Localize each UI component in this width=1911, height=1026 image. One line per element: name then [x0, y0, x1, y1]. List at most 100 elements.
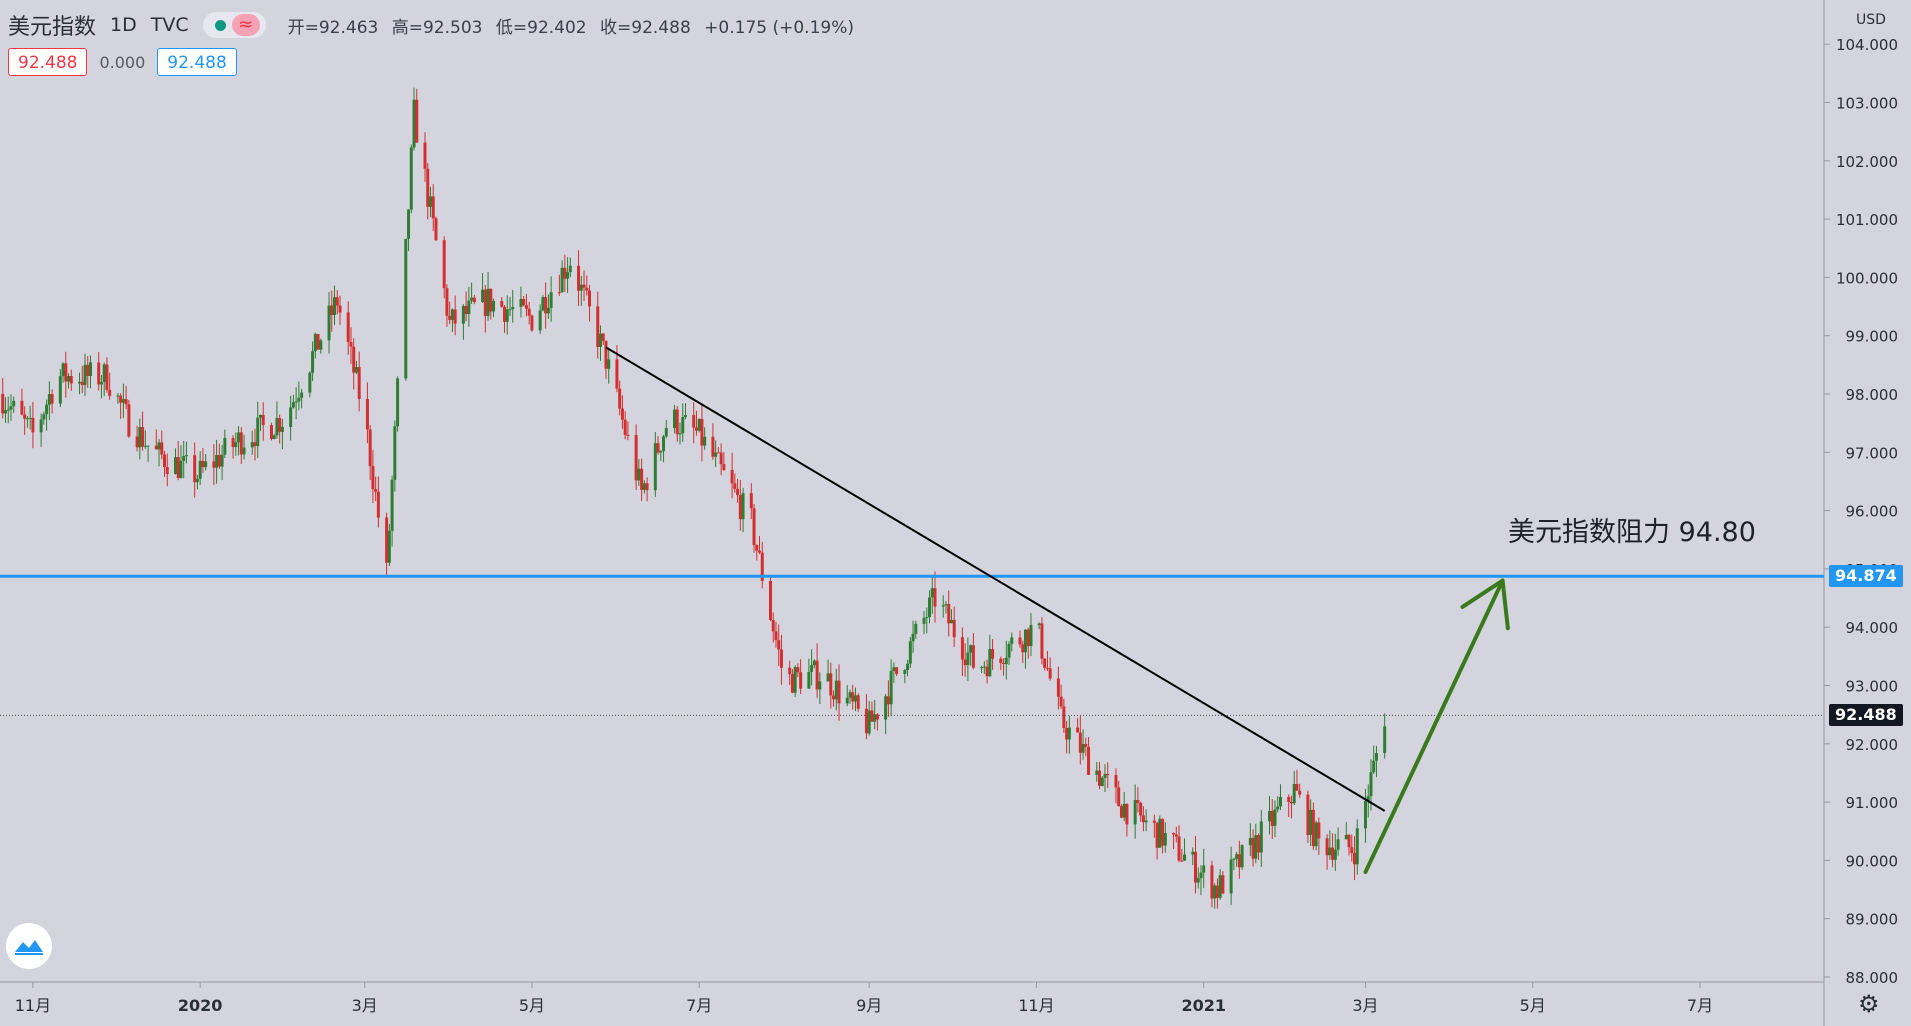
candle-body: [23, 414, 27, 419]
candle-body: [272, 435, 276, 440]
candle-body: [1259, 821, 1263, 853]
candle-body: [1144, 820, 1148, 823]
candle-body: [176, 457, 180, 478]
candle-body: [1172, 833, 1176, 835]
candle-body: [371, 466, 375, 490]
candle-body: [596, 306, 600, 347]
candle-body: [1363, 800, 1367, 829]
candle-body: [1152, 820, 1156, 823]
candle-body: [9, 406, 13, 410]
candle-body: [999, 658, 1003, 664]
trade-panel: 92.488 0.000 92.488: [8, 48, 237, 76]
candle-body: [119, 395, 123, 403]
candle-body: [577, 265, 581, 291]
candle-body: [1257, 835, 1261, 853]
currency-label[interactable]: USD: [1856, 12, 1886, 28]
candle-body: [352, 346, 356, 373]
candle-body: [1087, 746, 1091, 775]
candle-body: [837, 680, 841, 704]
candle-body: [242, 447, 246, 455]
price-tick-label: 98.000: [1846, 386, 1899, 404]
candle-body: [31, 417, 35, 433]
candle-body: [1021, 644, 1025, 653]
status-pill[interactable]: ≈: [202, 12, 266, 38]
candle-body: [807, 671, 811, 689]
candle-body: [664, 427, 668, 437]
candle-body: [25, 418, 29, 420]
candle-body: [1325, 838, 1329, 856]
candle-body: [892, 667, 896, 672]
candle-body: [376, 491, 380, 518]
candle-body: [741, 493, 745, 520]
symbol-legend: 美元指数 1D TVC ≈ 开=92.463 高=92.503 低=92.402…: [8, 10, 862, 40]
candle-body: [659, 451, 663, 453]
candle-body: [6, 409, 10, 411]
resistance-annotation[interactable]: 美元指数阻力 94.80: [1508, 517, 1756, 548]
candle-body: [1191, 851, 1195, 855]
interval-label[interactable]: 1D: [110, 14, 137, 36]
candle-body: [50, 394, 54, 404]
resistance-price-label: 94.874: [1829, 565, 1903, 588]
candle-body: [530, 315, 534, 331]
candle-body: [1122, 803, 1126, 818]
tradingview-logo-icon[interactable]: [6, 923, 52, 969]
candle-body: [387, 530, 391, 563]
candle-body: [853, 695, 857, 702]
candle-body: [1084, 743, 1088, 747]
candle-body: [1295, 783, 1299, 791]
candle-body: [886, 696, 890, 705]
candle-body: [1328, 847, 1332, 856]
candle-body: [1372, 760, 1376, 773]
candle-body: [1048, 668, 1052, 679]
candle-body: [566, 272, 570, 279]
buy-button[interactable]: 92.488: [157, 48, 237, 76]
candle-body: [464, 305, 468, 315]
settings-gear-icon[interactable]: ⚙: [1858, 990, 1880, 1018]
candle-body: [182, 456, 186, 461]
candle-body: [102, 364, 106, 382]
candle-body: [1076, 727, 1080, 733]
price-tick-label: 101.000: [1836, 211, 1898, 229]
time-tick-label: 7月: [1687, 996, 1713, 1015]
candle-body: [620, 408, 624, 420]
candle-body: [201, 460, 205, 468]
price-tick-label: 104.000: [1836, 36, 1898, 54]
forecast-arrow-head: [1460, 578, 1510, 631]
candle-body: [1213, 885, 1217, 899]
candle-body: [1078, 732, 1082, 753]
symbol-name[interactable]: 美元指数: [8, 15, 97, 40]
candle-body: [1062, 706, 1066, 729]
candle-body: [758, 550, 762, 553]
candle-body: [736, 488, 740, 496]
candle-body: [700, 418, 704, 446]
low-value: 低=92.402: [495, 17, 587, 38]
candle-body: [346, 312, 350, 343]
candle-body: [448, 315, 452, 320]
candle-body: [777, 640, 781, 650]
candle-body: [1004, 657, 1008, 665]
candle-body: [832, 695, 836, 700]
candle-body: [431, 196, 435, 219]
candle-body: [294, 401, 298, 403]
candle-body: [851, 692, 855, 702]
sell-button[interactable]: 92.488: [8, 48, 88, 76]
candle-body: [1056, 678, 1060, 697]
candle-body: [1235, 854, 1239, 859]
candle-body: [694, 427, 698, 431]
candle-body: [988, 649, 992, 677]
candle-body: [812, 660, 816, 666]
candle-body: [922, 617, 926, 624]
candle-body: [1309, 809, 1313, 835]
candle-body: [354, 367, 358, 373]
candle-body: [1314, 822, 1318, 847]
candle-body: [237, 432, 241, 443]
candle-body: [1248, 838, 1252, 846]
candle-body: [1065, 728, 1069, 740]
candle-body: [486, 288, 490, 316]
candle-body: [396, 378, 400, 427]
candle-body: [3, 410, 7, 414]
candle-body: [645, 483, 649, 491]
candle-body: [982, 666, 986, 668]
